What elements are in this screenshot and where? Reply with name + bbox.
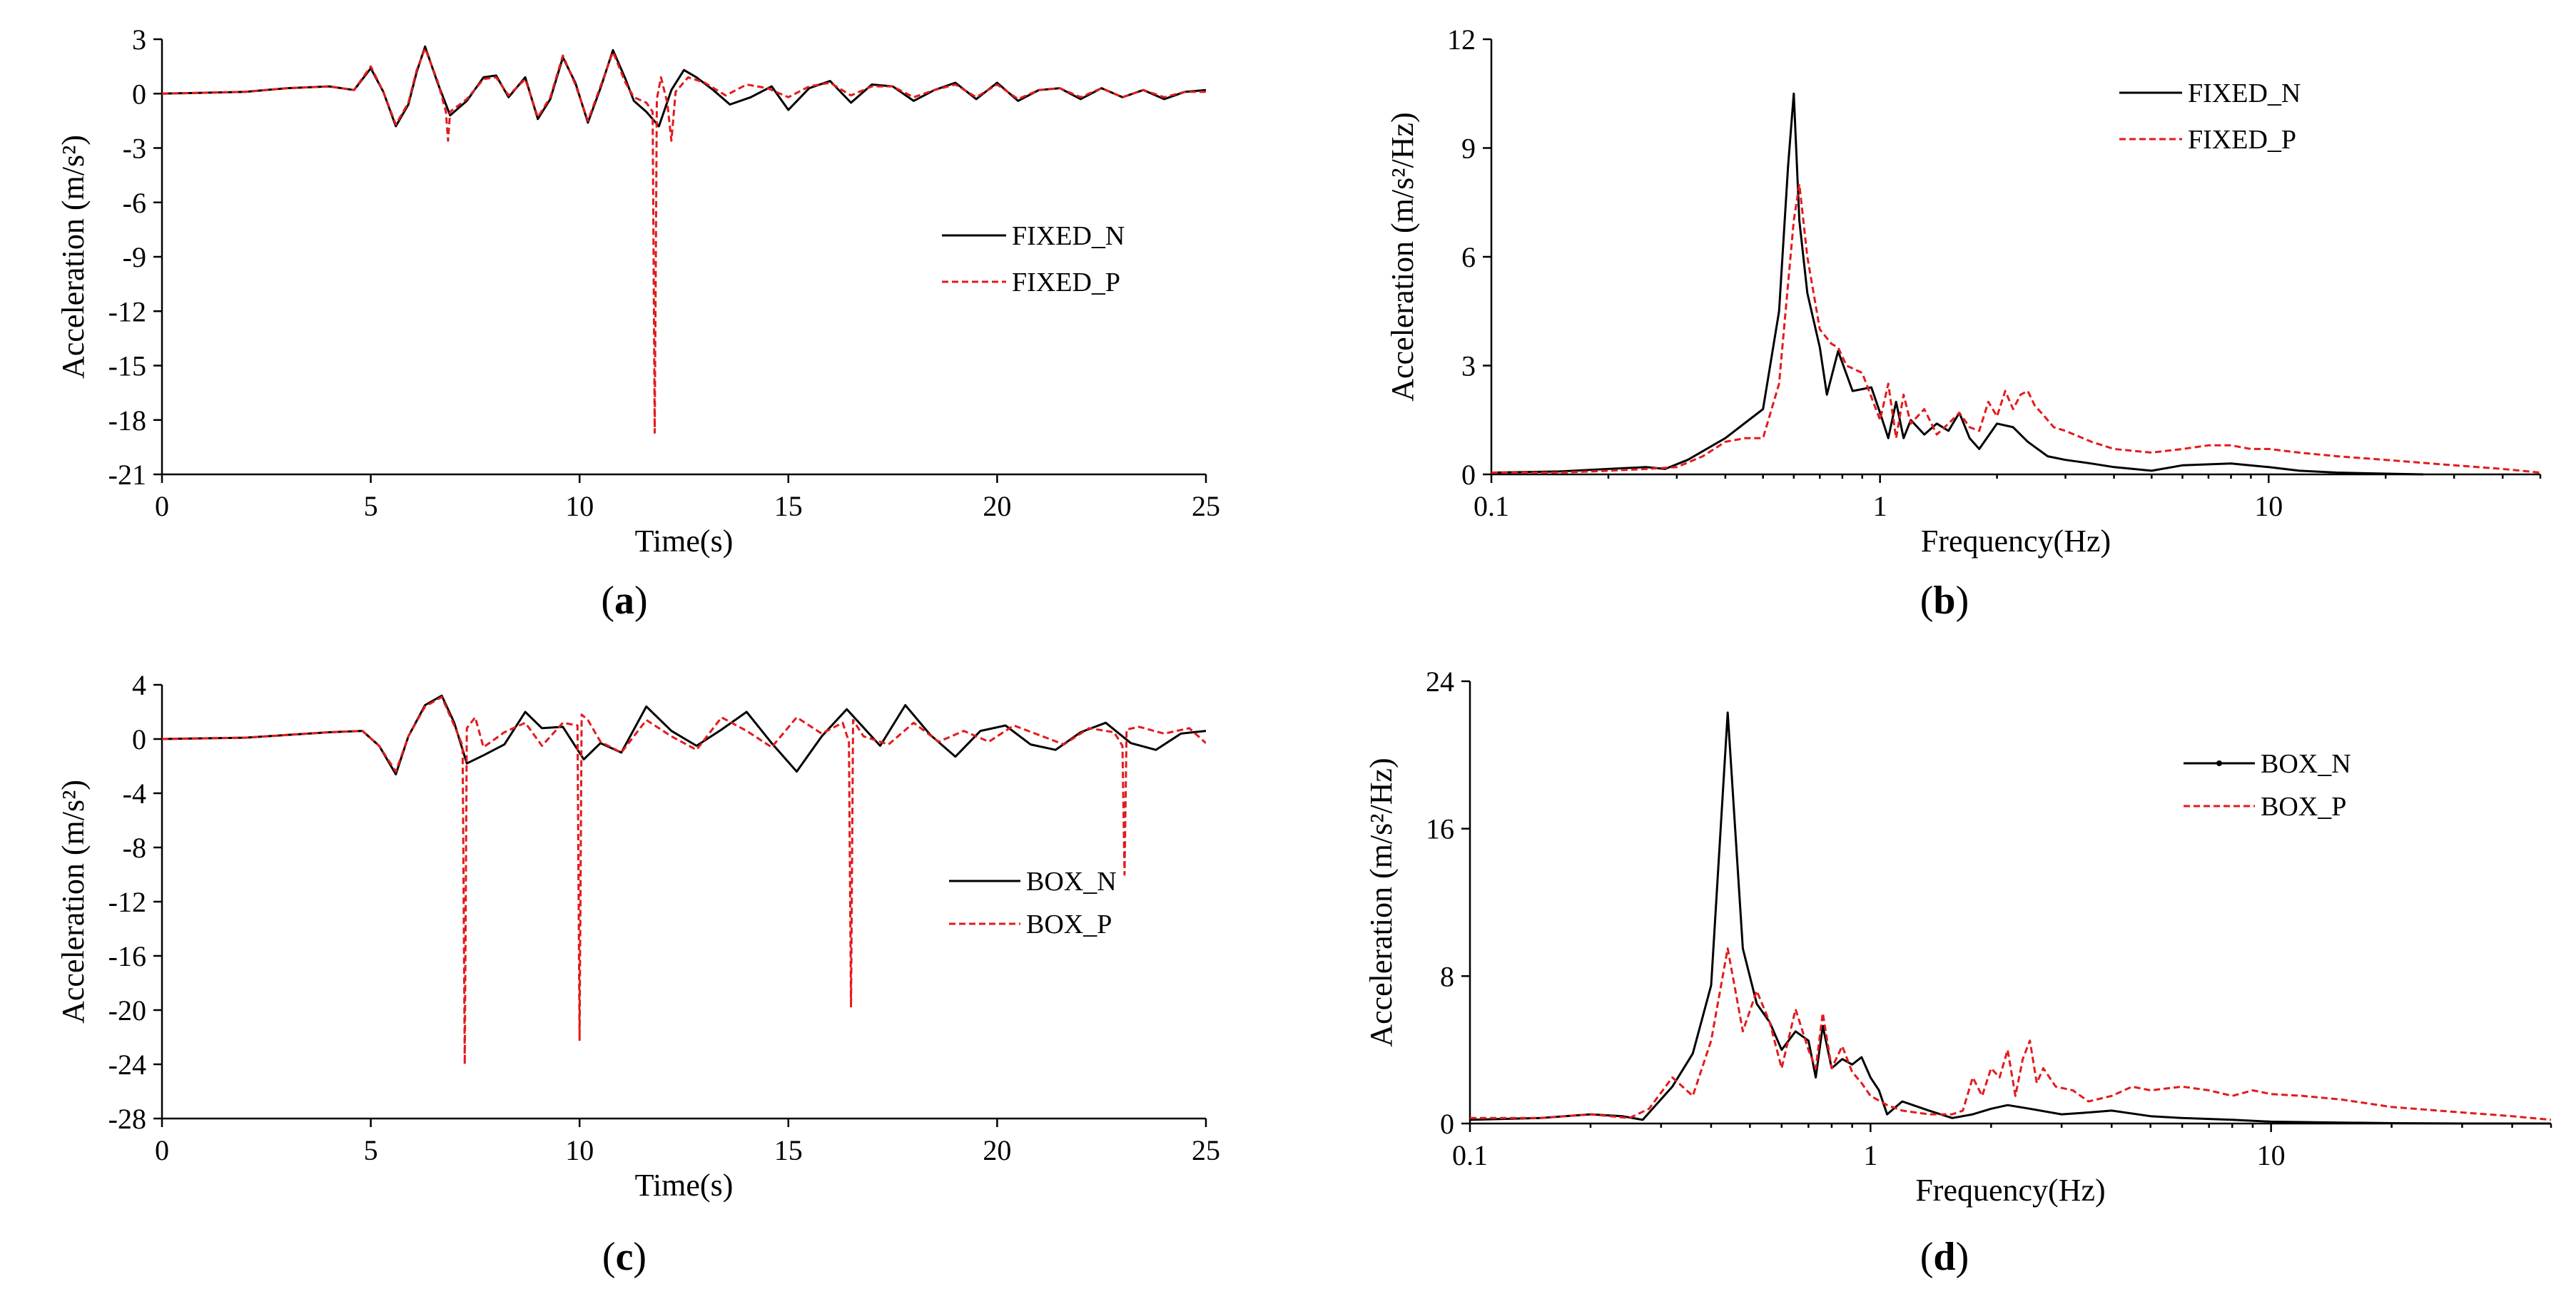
y-tick-label: 0 [1461, 459, 1476, 491]
x-tick-label: 20 [983, 490, 1011, 522]
x-tick-label: 10 [2257, 1139, 2286, 1171]
series-line-fixed-n [1491, 92, 2424, 476]
x-tick-label: 25 [1192, 490, 1220, 522]
series-line-fixed-p [162, 47, 1206, 434]
y-tick-label: -24 [108, 1049, 146, 1081]
chart-panel-c: 0 5 10 15 20 25 4 0 -4 -8 -12 -16 -20 -24 -28 Time(s) Ac… [56, 669, 1220, 1279]
y-tick-label: -9 [123, 241, 146, 273]
series-line-box-p [1470, 947, 2551, 1121]
x-tick-label: 0 [155, 490, 169, 522]
legend-label: BOX_N [1026, 867, 1117, 897]
y-tick-label: -4 [123, 778, 146, 810]
legend-label: FIXED_P [1012, 268, 1120, 297]
series-line-fixed-p [1491, 183, 2540, 474]
y-tick-label: -28 [108, 1103, 146, 1135]
legend-label: FIXED_N [1012, 221, 1125, 251]
y-tick-label: 4 [132, 669, 146, 701]
y-tick-label: -20 [108, 994, 146, 1027]
x-tick-label: 0.1 [1452, 1139, 1488, 1171]
series-group [162, 45, 1206, 434]
y-tick-label: -16 [108, 940, 146, 972]
series-line-box-n [162, 694, 1206, 775]
legend: BOX_N BOX_P [949, 867, 1117, 939]
legend-label: FIXED_N [2188, 78, 2301, 108]
series-group [162, 694, 1206, 1066]
chart-panel-b: 0.1 1 10 0 3 6 9 12 Frequency(Hz) Acceleration (m… [1385, 24, 2542, 623]
series-line-box-n [1470, 711, 2551, 1125]
y-axis-title: Acceleration (m/s²/Hz) [1385, 112, 1420, 401]
legend-label: BOX_P [2261, 792, 2346, 822]
x-tick-label: 10 [565, 490, 594, 522]
series-line-box-p [162, 696, 1206, 1066]
x-axis-title: Time(s) [635, 1168, 734, 1203]
x-tick-label: 1 [1863, 1139, 1877, 1171]
y-tick-label: -12 [108, 295, 146, 327]
y-tick-label: 3 [1461, 350, 1476, 382]
x-tick-label: 20 [983, 1134, 1011, 1166]
panel-label: (b) [1920, 579, 1969, 623]
panel-label: (d) [1920, 1235, 1969, 1279]
y-tick-label: 3 [132, 24, 146, 56]
x-tick-label: 10 [565, 1134, 594, 1166]
series-group [1470, 711, 2551, 1125]
legend-label: BOX_N [2261, 749, 2351, 779]
y-tick-label: -21 [108, 459, 146, 491]
x-axis-title: Frequency(Hz) [1921, 524, 2111, 559]
series-group [1491, 92, 2540, 476]
y-tick-label: 24 [1426, 666, 1454, 698]
y-tick-label: -12 [108, 886, 146, 918]
y-tick-label: 0 [1440, 1108, 1454, 1140]
x-tick-label: 5 [364, 1134, 378, 1166]
legend-label: BOX_P [1026, 910, 1112, 939]
panel-letter: b [1933, 579, 1955, 623]
y-tick-label: 0 [132, 78, 146, 110]
legend: FIXED_N FIXED_P [2119, 78, 2301, 155]
chart-panel-a: 0 5 10 15 20 2530-3-6-9-12-15-18-21Time(s)Acc… [56, 24, 1220, 623]
x-axis-title: Frequency(Hz) [1915, 1173, 2105, 1208]
panel-letter: c [616, 1235, 634, 1279]
legend-label: FIXED_P [2188, 125, 2296, 155]
y-tick-label: -8 [123, 832, 146, 864]
y-tick-label: -18 [108, 404, 146, 437]
y-tick-label: 0 [132, 723, 146, 755]
y-tick-label: -6 [123, 187, 146, 219]
y-tick-label: 6 [1461, 241, 1476, 273]
legend: BOX_N BOX_P [2184, 749, 2351, 822]
x-tick-label: 1 [1873, 490, 1887, 522]
panel-label: (a) [601, 579, 647, 623]
y-axis-title: Acceleration (m/s²/Hz) [1364, 758, 1399, 1046]
panel-label: (c) [602, 1235, 646, 1279]
x-tick-label: 25 [1192, 1134, 1220, 1166]
y-axis-title: Acceleration (m/s²) [56, 780, 91, 1024]
x-tick-label: 10 [2254, 490, 2283, 522]
x-axis-title: Time(s) [635, 524, 734, 559]
x-tick-label: 0 [155, 1134, 169, 1166]
y-tick-label: 9 [1461, 133, 1476, 165]
y-tick-label: 16 [1426, 813, 1454, 845]
panel-letter: a [614, 579, 634, 623]
x-tick-label: 0.1 [1474, 490, 1509, 522]
x-tick-label: 15 [774, 1134, 803, 1166]
y-tick-label: -3 [123, 133, 146, 165]
y-tick-label: 12 [1447, 24, 1476, 56]
x-tick-label: 5 [364, 490, 378, 522]
series-line-fixed-n [162, 45, 1206, 128]
y-tick-label: -15 [108, 350, 146, 382]
legend: FIXED_N FIXED_P [942, 221, 1125, 297]
chart-panel-d: 0.1 1 10 0 8 16 24 Frequency(Hz) Acceleration (m… [1364, 666, 2552, 1279]
panel-letter: d [1933, 1235, 1955, 1279]
y-axis-title: Acceleration (m/s²) [56, 135, 91, 379]
y-tick-label: 8 [1440, 960, 1454, 992]
x-tick-label: 15 [774, 490, 803, 522]
legend-marker [2216, 760, 2222, 766]
